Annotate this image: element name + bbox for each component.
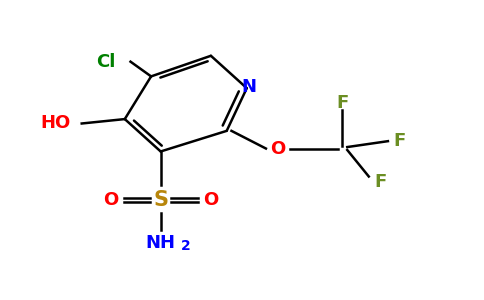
Text: O: O [203, 191, 219, 209]
Text: F: F [336, 94, 348, 112]
Text: HO: HO [40, 115, 71, 133]
Text: O: O [103, 191, 118, 209]
Text: Cl: Cl [96, 53, 115, 71]
Text: NH: NH [146, 234, 176, 252]
Text: O: O [270, 140, 286, 158]
Text: F: F [375, 173, 387, 191]
Text: 2: 2 [181, 239, 190, 253]
Text: S: S [153, 190, 168, 210]
Text: F: F [394, 132, 406, 150]
Text: N: N [242, 78, 257, 96]
